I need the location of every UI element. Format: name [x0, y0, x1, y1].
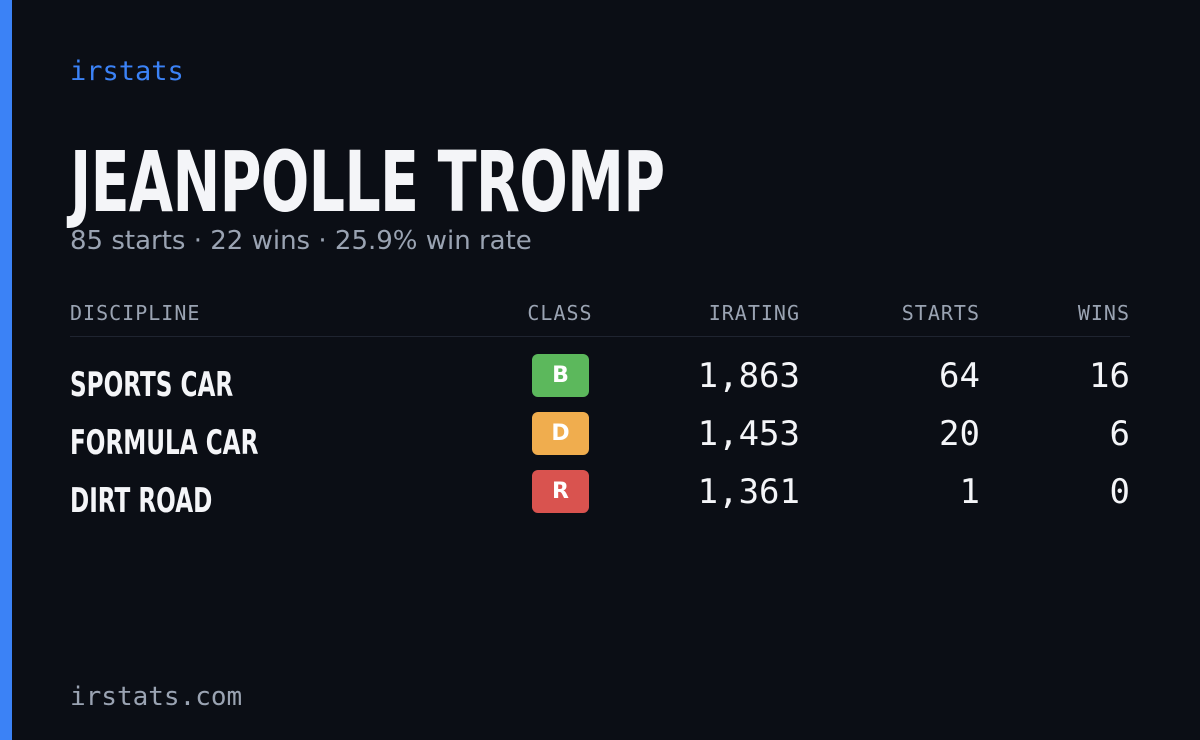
wins: 16: [1089, 356, 1130, 396]
column-header: DISCIPLINE: [70, 301, 201, 325]
class-badge: B: [532, 354, 589, 397]
class-badge: D: [532, 412, 589, 455]
wins: 6: [1109, 414, 1130, 454]
driver-name: JEANPOLLE TROMP: [70, 133, 665, 231]
discipline: SPORTS CAR: [70, 365, 234, 405]
site: irstats.com: [70, 682, 243, 712]
column-header: CLASS: [527, 301, 593, 325]
column-header: STARTS: [901, 301, 980, 325]
class-badge: R: [532, 470, 589, 513]
starts: 64: [939, 356, 980, 396]
starts: 1: [959, 472, 980, 512]
header-rule: [70, 336, 1130, 337]
irating: 1,863: [697, 356, 800, 396]
discipline: DIRT ROAD: [70, 481, 213, 521]
summary: 85 starts · 22 wins · 25.9% win rate: [70, 226, 532, 256]
irating: 1,453: [697, 414, 800, 454]
column-header: IRATING: [708, 301, 800, 325]
accent-bar: [0, 0, 12, 740]
brand: irstats: [70, 56, 184, 87]
irating: 1,361: [697, 472, 800, 512]
wins: 0: [1109, 472, 1130, 512]
column-header: WINS: [1077, 301, 1130, 325]
starts: 20: [939, 414, 980, 454]
discipline: FORMULA CAR: [70, 423, 259, 463]
